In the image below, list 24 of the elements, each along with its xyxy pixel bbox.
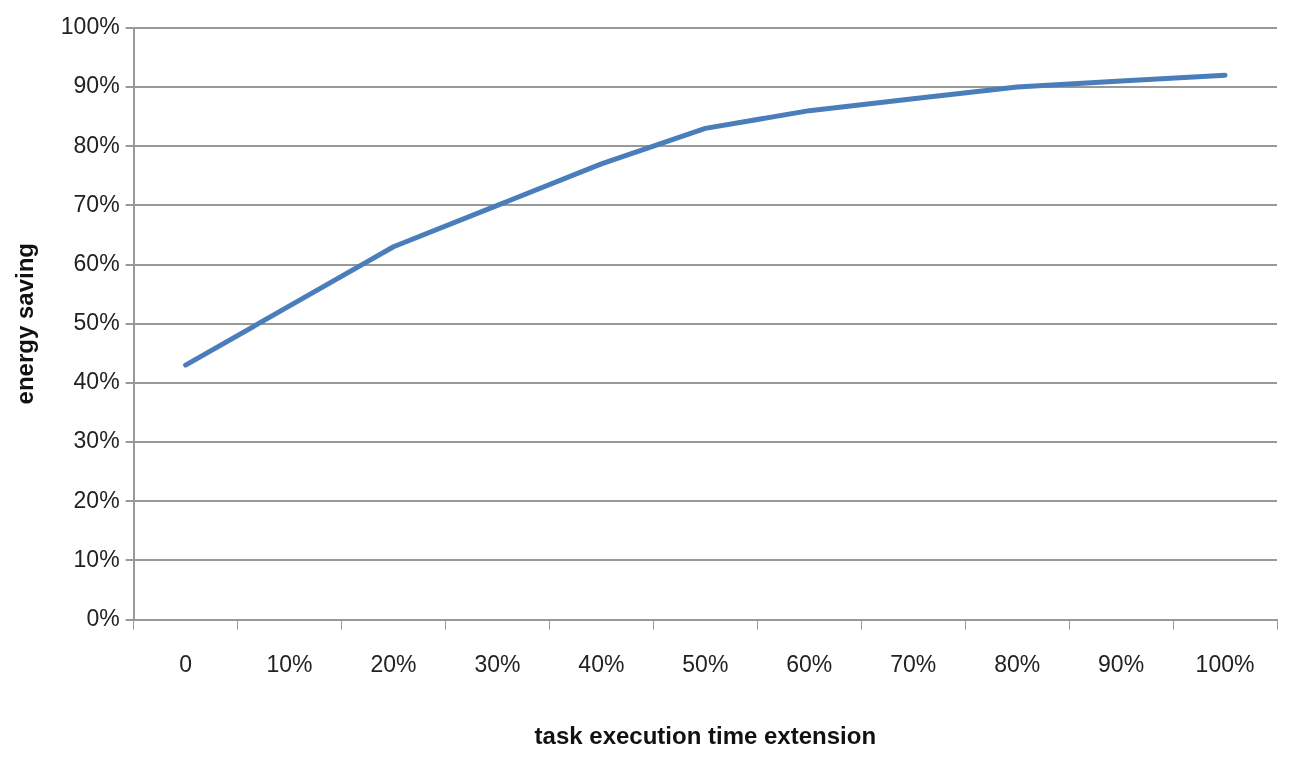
y-tick-label: 50% [73, 309, 120, 336]
x-tick-label: 10% [266, 650, 313, 677]
y-tick-label: 0% [86, 604, 120, 631]
y-tick-label: 30% [73, 427, 120, 454]
y-tick-label: 10% [73, 545, 120, 572]
x-tick-label: 30% [474, 650, 521, 677]
x-tick-label: 50% [682, 650, 729, 677]
y-tick-label: 40% [73, 368, 120, 395]
x-tick-label: 60% [786, 650, 833, 677]
x-tick-label: 100% [1195, 650, 1255, 677]
x-tick-label: 70% [890, 650, 937, 677]
x-tick-label: 0 [179, 650, 192, 677]
x-tick-label: 40% [578, 650, 625, 677]
x-axis-title: task execution time extension [534, 722, 877, 750]
y-tick-label: 60% [73, 249, 120, 276]
y-tick-label: 100% [60, 13, 120, 40]
y-axis-title: energy saving [11, 243, 39, 405]
y-tick-label: 70% [73, 190, 120, 217]
y-tick-label: 20% [73, 486, 120, 513]
x-tick-label: 20% [370, 650, 417, 677]
x-tick-label: 80% [994, 650, 1041, 677]
y-tick-label: 80% [73, 131, 120, 158]
y-tick-label: 90% [73, 72, 120, 99]
x-tick-label: 90% [1098, 650, 1145, 677]
